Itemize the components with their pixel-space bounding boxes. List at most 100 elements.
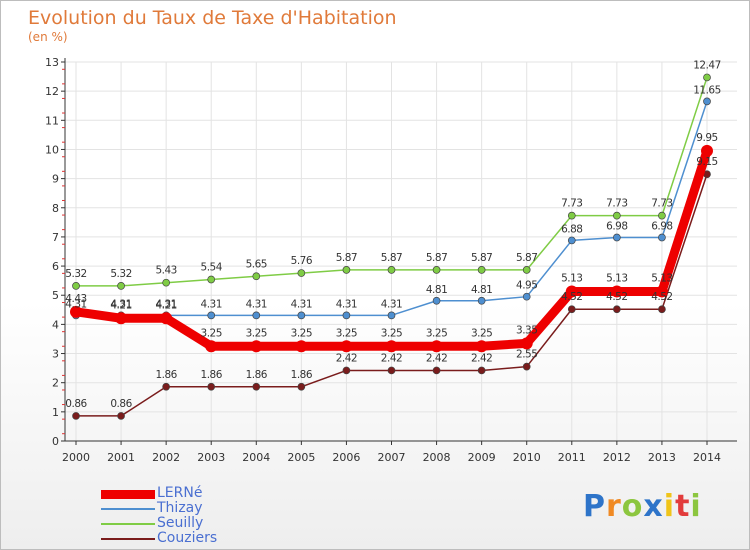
legend-swatch-lerne [101, 490, 155, 499]
proxiti-logo: Proxiti [583, 489, 702, 524]
data-point-lerné [565, 285, 578, 298]
data-label-seuilly: 5.87 [426, 252, 447, 264]
data-point-lerné [250, 340, 263, 353]
data-label-seuilly: 12.47 [693, 59, 721, 71]
logo-letter: i [663, 489, 676, 524]
x-tick-label: 2007 [378, 451, 406, 464]
logo-letter: r [606, 489, 622, 524]
data-point-lerné [340, 340, 353, 353]
data-point-seuilly [387, 266, 396, 274]
data-point-seuilly [252, 272, 261, 281]
data-point-couziers [477, 366, 486, 375]
data-label-couziers: 9.15 [696, 156, 717, 168]
y-axis-unit-label: (en %) [28, 30, 68, 44]
data-point-couziers [72, 412, 80, 420]
data-point-thizay [703, 97, 711, 106]
data-point-lerné [610, 285, 623, 298]
data-label-thizay: 4.81 [471, 284, 492, 296]
data-label-seuilly: 7.73 [606, 198, 627, 210]
data-label-seuilly: 5.87 [381, 252, 402, 264]
logo-letter: o [621, 489, 644, 524]
data-point-seuilly [567, 211, 576, 220]
data-label-thizay: 11.65 [693, 84, 721, 96]
legend-label-lerne: LERNé [157, 485, 203, 501]
y-tick-label: 10 [45, 143, 59, 156]
data-point-thizay [477, 296, 486, 305]
data-point-lerné [205, 340, 218, 353]
data-label-couziers: 4.52 [651, 291, 672, 303]
data-point-lerné [430, 340, 443, 353]
data-point-couziers [567, 305, 576, 314]
data-point-lerné [160, 312, 173, 325]
data-label-thizay: 6.98 [651, 221, 672, 233]
data-point-couziers [252, 382, 261, 391]
data-label-couziers: 0.86 [110, 398, 132, 410]
data-label-lerné: 3.25 [471, 327, 492, 339]
y-tick-label: 1 [52, 406, 59, 419]
data-label-seuilly: 5.32 [65, 268, 86, 280]
data-point-thizay [613, 233, 621, 242]
data-point-couziers [432, 366, 441, 375]
data-point-couziers [387, 366, 396, 375]
x-tick-label: 2013 [648, 451, 676, 464]
data-label-couziers: 2.42 [381, 352, 402, 364]
data-label-seuilly: 5.65 [246, 258, 267, 270]
x-tick-label: 2003 [197, 451, 225, 464]
y-tick-label: 12 [45, 85, 59, 98]
data-label-lerné: 4.21 [155, 299, 176, 311]
data-label-couziers: 1.86 [155, 369, 177, 381]
data-label-lerné: 3.25 [381, 327, 402, 339]
x-tick-label: 2014 [693, 451, 721, 464]
legend-label-seuilly: Seuilly [157, 515, 204, 531]
data-point-lerné [655, 285, 668, 298]
data-point-couziers [207, 382, 216, 391]
data-label-thizay: 4.31 [291, 298, 312, 310]
data-point-thizay [522, 292, 531, 301]
data-point-lerné [115, 312, 128, 325]
data-label-lerné: 4.21 [110, 299, 131, 311]
y-tick-label: 8 [52, 202, 59, 215]
data-label-lerné: 3.25 [201, 327, 222, 339]
data-point-couziers [658, 305, 666, 314]
data-label-lerné: 3.25 [246, 327, 267, 339]
data-label-couziers: 4.52 [606, 291, 627, 303]
legend-label-couziers: Couziers [157, 530, 218, 546]
y-tick-label: 0 [52, 435, 59, 448]
data-point-couziers [297, 382, 306, 391]
y-tick-label: 13 [45, 56, 59, 69]
x-tick-label: 2001 [107, 451, 135, 464]
data-label-thizay: 4.31 [201, 298, 222, 310]
data-label-seuilly: 5.76 [291, 255, 313, 267]
data-point-seuilly [117, 282, 125, 290]
data-point-seuilly [297, 269, 306, 277]
data-point-thizay [297, 311, 306, 320]
data-label-lerné: 3.25 [291, 327, 312, 339]
data-point-thizay [207, 311, 216, 320]
data-point-seuilly [207, 275, 216, 284]
data-label-thizay: 6.88 [561, 223, 582, 235]
data-label-thizay: 4.31 [65, 298, 86, 310]
data-point-seuilly [613, 211, 621, 220]
x-tick-label: 2000 [62, 451, 90, 464]
x-tick-label: 2008 [423, 451, 451, 464]
data-label-couziers: 1.86 [291, 369, 313, 381]
y-tick-label: 4 [52, 318, 59, 331]
data-point-lerné [385, 340, 398, 353]
data-label-thizay: 4.95 [516, 280, 537, 292]
logo-letter: i [690, 489, 702, 524]
data-point-thizay [387, 311, 396, 320]
data-label-couziers: 0.86 [65, 398, 87, 410]
data-point-thizay [432, 296, 441, 305]
logo-letter: P [583, 489, 606, 524]
data-point-lerné [475, 340, 488, 353]
data-point-seuilly [162, 278, 170, 287]
data-label-thizay: 4.31 [336, 298, 357, 310]
x-tick-label: 2011 [558, 451, 586, 464]
data-label-lerné: 5.13 [651, 272, 672, 284]
data-label-lerné: 3.35 [516, 324, 537, 336]
data-label-seuilly: 7.73 [651, 198, 672, 210]
data-point-lerné [70, 305, 82, 318]
data-point-seuilly [522, 266, 531, 274]
data-point-seuilly [477, 266, 486, 274]
